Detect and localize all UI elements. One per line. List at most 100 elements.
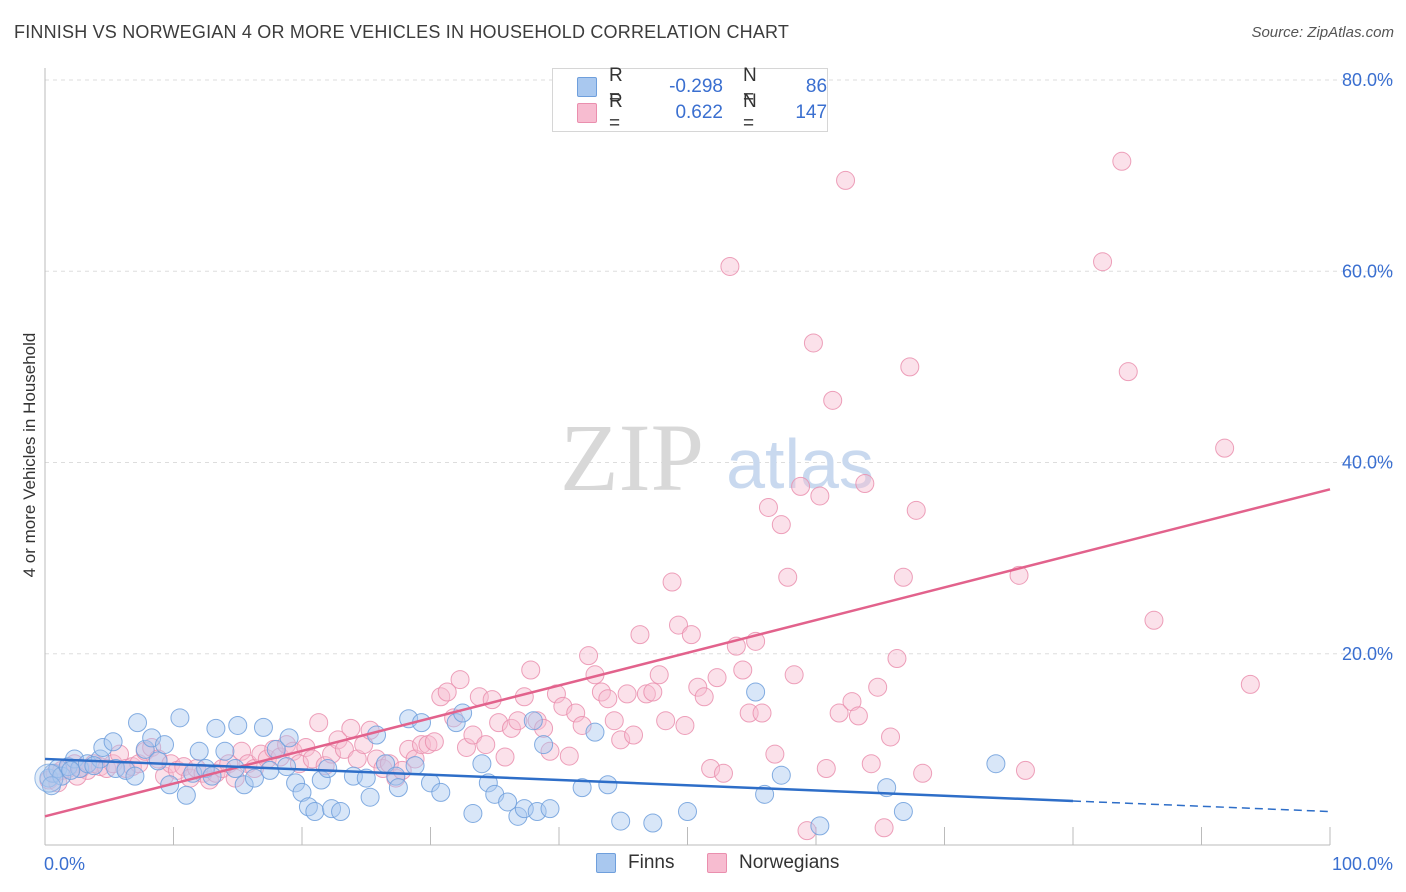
norwegians-point [649, 665, 669, 685]
norwegians-point [598, 689, 618, 709]
finns-point [356, 768, 376, 788]
norwegians-point [688, 677, 708, 697]
norwegians-point [720, 256, 740, 276]
finns-point [746, 682, 766, 702]
norwegians-point [232, 741, 252, 761]
finns-point [810, 816, 830, 836]
norwegians-point [1118, 362, 1138, 382]
norwegians-point [579, 646, 599, 666]
norwegians-point [707, 668, 727, 688]
x-tick-label-max: 100.0% [1332, 854, 1393, 874]
norwegians-point [733, 660, 753, 680]
norwegians-point [713, 763, 733, 783]
norwegians-point [1093, 252, 1113, 272]
norwegians-points [39, 151, 1260, 841]
finns-trend-line [44, 757, 1074, 803]
finns-point [514, 799, 534, 819]
finns-point [305, 802, 325, 822]
finns-point [572, 778, 592, 798]
finns-point [155, 735, 175, 755]
source-credit: Source: ZipAtlas.com [1251, 24, 1394, 41]
finns-point [128, 713, 148, 733]
norwegians-point [476, 735, 496, 755]
norwegians-point [495, 747, 515, 767]
finns-point [527, 802, 547, 822]
finns-point [253, 717, 273, 737]
norwegians-point [829, 703, 849, 723]
y-tick-label: 60.0% [1342, 261, 1393, 281]
norwegians-point [900, 357, 920, 377]
norwegians-point [810, 486, 830, 506]
finns-trend-extension [1072, 800, 1331, 813]
finns-point [534, 735, 554, 755]
finns-point [277, 757, 297, 777]
finns-point [84, 756, 104, 776]
finns-point [498, 792, 518, 812]
norwegians-point [836, 170, 856, 190]
norwegians-point [617, 684, 637, 704]
norwegians-point [784, 665, 804, 685]
legend-label-norwegians: Norwegians [739, 852, 840, 873]
norwegians-point [437, 682, 457, 702]
watermark: ZIP atlas [560, 404, 874, 511]
finns-point [463, 803, 483, 823]
norwegians-point [643, 682, 663, 702]
finns-point [643, 813, 663, 833]
finns-point [103, 732, 123, 752]
norwegians-point [604, 711, 624, 731]
chart-title: FINNISH VS NORWEGIAN 4 OR MORE VEHICLES … [14, 22, 790, 42]
norwegians-point [630, 625, 650, 645]
norwegians-trend-line [44, 488, 1331, 818]
finns-point [286, 773, 306, 793]
finns-point [523, 711, 543, 731]
finns-point [585, 722, 605, 742]
norwegians-point [501, 718, 521, 738]
finns-points [34, 682, 1006, 836]
legend-item-norwegians[interactable]: Norwegians [707, 852, 839, 874]
norwegians-point [881, 727, 901, 747]
norwegians-point [1215, 438, 1235, 458]
finns-point [176, 785, 196, 805]
norwegians-point [662, 572, 682, 592]
finns-point [771, 765, 791, 785]
norwegians-point [489, 713, 509, 733]
n-value: 147 [795, 102, 828, 123]
finns-point [431, 782, 451, 802]
legend-label-finns: Finns [628, 852, 675, 873]
norwegians-point [675, 715, 695, 735]
finns-point [215, 741, 235, 761]
norwegians-point [1015, 760, 1035, 780]
r-label: R = [608, 91, 623, 134]
legend-row-finns: R = -0.298 N = 86 [577, 65, 827, 108]
finns-point [540, 799, 560, 819]
finns-point [893, 802, 913, 822]
r-label: R = [608, 65, 623, 108]
legend-row-norwegians: R = 0.622 N = 147 [577, 91, 828, 134]
finns-point [508, 806, 528, 826]
legend-item-finns[interactable]: Finns [596, 852, 674, 874]
n-label: N = [742, 65, 757, 108]
norwegians-point [534, 718, 554, 738]
norwegians-swatch [577, 103, 597, 123]
norwegians-point [681, 625, 701, 645]
finns-point [386, 766, 406, 786]
norwegians-point [701, 759, 721, 778]
norwegians-point [893, 567, 913, 587]
r-value: -0.298 [669, 76, 723, 97]
norwegians-point [842, 692, 862, 712]
norwegians-point [669, 615, 689, 635]
norwegians-point [559, 746, 579, 766]
finns-point [331, 802, 351, 822]
finns-point [234, 775, 254, 795]
norwegians-point [424, 732, 444, 752]
norwegians-point [399, 739, 419, 759]
norwegians-point [791, 476, 811, 496]
series-legend: Finns Norwegians [0, 852, 1406, 878]
norwegians-point [624, 725, 644, 745]
norwegians-point [848, 706, 868, 726]
norwegians-point [906, 500, 926, 520]
norwegians-point [341, 718, 361, 738]
norwegians-point [855, 474, 875, 494]
finns-point [360, 787, 380, 807]
finns-point [93, 737, 113, 757]
